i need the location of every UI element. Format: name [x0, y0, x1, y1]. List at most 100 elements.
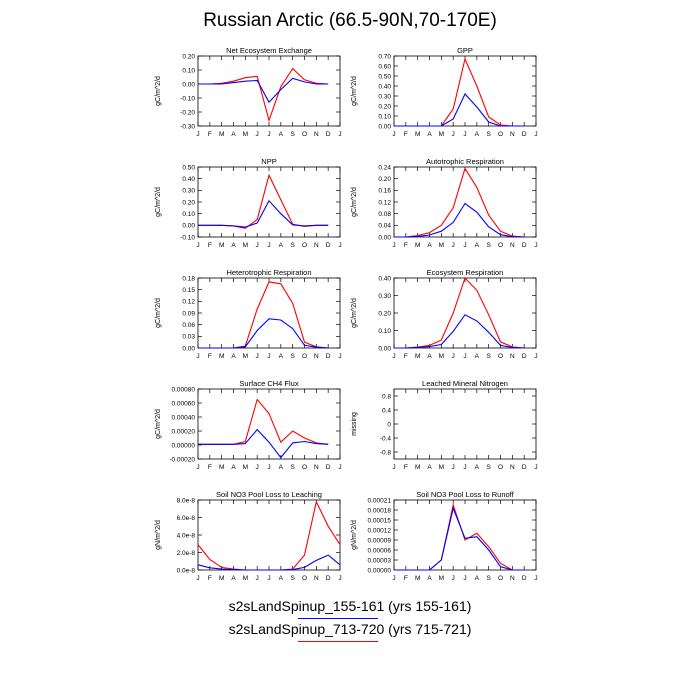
series-line-2: [394, 202, 525, 238]
y-tick-label: 0.00080: [172, 386, 196, 393]
x-tick-label: O: [302, 353, 307, 360]
y-tick-label: 0.30: [182, 188, 195, 195]
y-tick-label: 0.50: [378, 73, 391, 80]
x-tick-label: N: [314, 353, 319, 360]
y-tick-label: 0.00040: [172, 414, 196, 421]
series-line-2: [198, 77, 329, 104]
panel-1: Net Ecosystem Exchange gC/m^2/d -0.30 -0.20…: [155, 46, 342, 138]
y-tick-label: 0.00012: [368, 527, 392, 534]
series-line-2: [394, 93, 525, 127]
x-tick-label: A: [231, 131, 236, 138]
x-tick-label: J: [534, 353, 537, 360]
x-tick-label: J: [534, 464, 537, 471]
y-tick-label: -0.00020: [169, 456, 195, 463]
x-tick-label: M: [415, 131, 420, 138]
y-tick-label: 0.15: [182, 287, 195, 294]
y-tick-label: 0.4: [382, 407, 391, 414]
x-tick-label: J: [338, 242, 341, 249]
series-line-1: [198, 398, 329, 445]
x-tick-label: N: [510, 131, 515, 138]
y-tick-label: 0.00015: [368, 517, 392, 524]
x-tick-label: F: [208, 242, 212, 249]
x-tick-label: O: [302, 575, 307, 582]
panel-6: Ecosystem Respiration gC/m^2/d 0.00 0.10 0.2…: [351, 268, 538, 360]
y-tick-label: 0.40: [182, 176, 195, 183]
x-tick-label: A: [427, 575, 432, 582]
y-axis-label: gN/m^2/d: [351, 520, 358, 550]
y-tick-label: 0.00060: [172, 400, 196, 407]
x-tick-label: D: [522, 242, 527, 249]
series-line-1: [198, 173, 329, 229]
y-tick-label: 0.16: [378, 188, 391, 195]
x-tick-label: J: [452, 353, 455, 360]
x-tick-label: J: [267, 575, 270, 582]
y-tick-label: 8.0e-8: [177, 497, 196, 504]
x-tick-label: A: [279, 464, 284, 471]
y-tick-label: 0.10: [182, 67, 195, 74]
panel-5: Heterotrophic Respiration gC/m^2/d 0.00 0.0…: [155, 268, 342, 360]
x-tick-label: M: [439, 575, 444, 582]
y-tick-label: 0.20: [378, 176, 391, 183]
x-tick-label: F: [404, 242, 408, 249]
x-tick-label: M: [415, 575, 420, 582]
y-tick-label: 0.00: [378, 123, 391, 130]
x-tick-label: N: [314, 464, 319, 471]
x-tick-label: J: [338, 575, 341, 582]
x-tick-label: O: [302, 464, 307, 471]
panel-title: Soil NO3 Pool Loss to Leaching: [216, 490, 322, 499]
series-line-1: [394, 57, 525, 127]
x-tick-label: J: [452, 242, 455, 249]
y-axis-label: gN/m^2/d: [155, 520, 162, 550]
series-line-2: [197, 554, 341, 571]
plot-frame: [197, 166, 341, 238]
x-tick-label: A: [475, 464, 480, 471]
x-tick-label: D: [326, 575, 331, 582]
x-tick-label: M: [243, 464, 248, 471]
x-tick-label: A: [279, 575, 284, 582]
x-tick-label: D: [326, 464, 331, 471]
x-tick-label: A: [475, 242, 480, 249]
plot-frame: [197, 55, 341, 127]
y-tick-label: 0.00003: [368, 557, 392, 564]
panel-title: Surface CH4 Flux: [239, 379, 298, 388]
y-tick-label: 0.60: [378, 63, 391, 70]
plot-frame: [393, 277, 537, 349]
x-tick-label: M: [439, 242, 444, 249]
y-tick-label: 0.0e-8: [177, 567, 196, 574]
x-tick-label: O: [498, 242, 503, 249]
y-tick-label: 0.70: [378, 53, 391, 60]
y-tick-label: 0.20: [182, 199, 195, 206]
x-tick-label: J: [463, 242, 466, 249]
page-title: Russian Arctic (66.5-90N,70-170E): [203, 10, 497, 31]
x-tick-label: J: [256, 575, 259, 582]
x-tick-label: J: [196, 131, 199, 138]
x-tick-label: F: [404, 131, 408, 138]
y-axis-label: missing: [351, 412, 358, 436]
legend-label-1: s2sLandSpinup_155-161 (yrs 155-161): [228, 598, 472, 614]
x-tick-label: O: [302, 242, 307, 249]
panel-title: Heterotrophic Respiration: [226, 268, 311, 277]
x-tick-label: M: [439, 353, 444, 360]
panel-9: Soil NO3 Pool Loss to Leaching gN/m^2/d 0.…: [155, 490, 342, 582]
y-tick-label: 0.00: [182, 345, 195, 352]
x-tick-label: J: [256, 464, 259, 471]
series-line-2: [198, 318, 329, 349]
y-tick-label: -0.30: [180, 123, 195, 130]
x-tick-label: J: [463, 575, 466, 582]
legend-entry-2: s2sLandSpinup_713-720 (yrs 715-721): [0, 621, 700, 637]
panel-4: Autotrophic Respiration gC/m^2/d 0.00 0.04 0…: [351, 157, 538, 249]
x-tick-label: J: [534, 131, 537, 138]
x-tick-label: N: [510, 575, 515, 582]
y-axis-label: gC/m^2/d: [351, 187, 358, 217]
x-tick-label: M: [219, 575, 224, 582]
x-tick-label: M: [243, 242, 248, 249]
panel-title: Leached Mineral Nitrogen: [422, 379, 508, 388]
x-tick-label: A: [231, 575, 236, 582]
x-tick-label: J: [267, 464, 270, 471]
y-tick-label: 0.50: [182, 164, 195, 171]
panel-10: Soil NO3 Pool Loss to Runoff gN/m^2/d 0.00…: [351, 490, 538, 582]
x-tick-label: S: [290, 353, 295, 360]
plot-frame: [197, 388, 341, 460]
x-tick-label: F: [208, 131, 212, 138]
